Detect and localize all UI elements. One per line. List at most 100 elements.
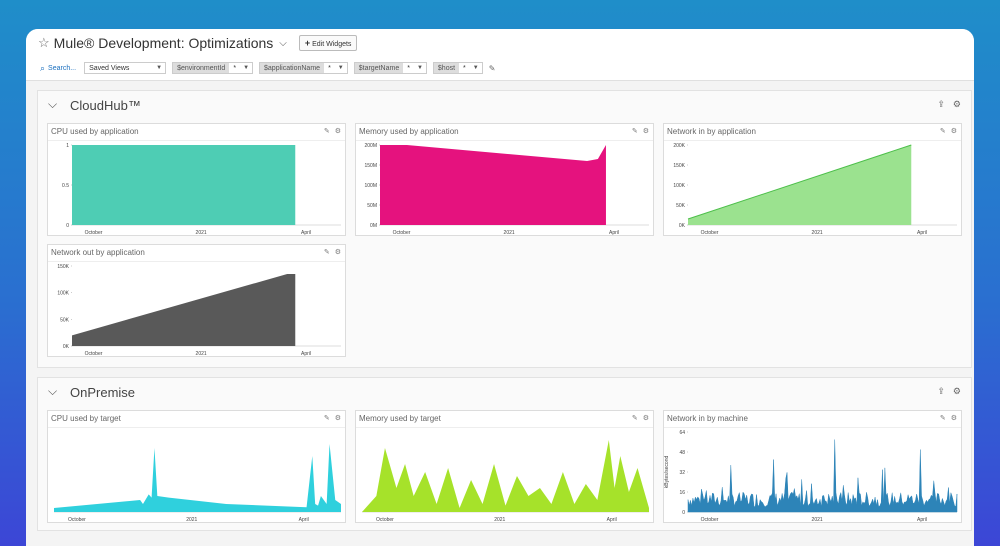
y-tick-label: 50M	[367, 203, 377, 209]
x-tick-label: October	[85, 230, 103, 236]
widget-title: Memory used by application	[359, 127, 459, 136]
x-tick-label: October	[68, 517, 86, 523]
series-area	[687, 439, 958, 513]
y-tick-label: 0	[66, 223, 69, 229]
gear-icon[interactable]: ⚙	[334, 415, 341, 422]
collapse-chevron-icon[interactable]: ⌵	[48, 384, 58, 398]
gear-icon[interactable]: ⚙	[950, 415, 957, 422]
x-tick-label: April	[301, 351, 311, 357]
chart-cpu-target: October 2021 April	[54, 444, 341, 523]
plus-icon: +	[304, 38, 311, 48]
gear-icon[interactable]: ⚙	[334, 128, 341, 135]
y-tick-label: 0K	[63, 344, 70, 350]
y-tick-label: 100M	[364, 183, 377, 189]
y-tick-label: 64	[679, 430, 685, 436]
y-tick-label: 32	[679, 470, 685, 476]
gear-icon[interactable]: ⚙	[952, 386, 961, 396]
dashboard-title: Mule® Development: Optimizations	[53, 35, 274, 51]
title-chevron-down-icon[interactable]: ⌵	[279, 37, 287, 49]
series-area	[362, 440, 649, 512]
gear-icon[interactable]: ⚙	[950, 128, 957, 135]
x-tick-label: April	[609, 230, 619, 236]
series-area	[72, 145, 296, 225]
widget-network-in-machine: Network in by machine ✎ ⚙ 0 16 32 48 64 kBytes/…	[663, 410, 962, 523]
filter-target-name[interactable]: $targetName * ▼	[353, 62, 427, 74]
pencil-icon[interactable]: ✎	[323, 128, 330, 135]
widget-cpu-app: CPU used by application ✎ ⚙ 0 0.5 1 October 20…	[47, 123, 346, 236]
y-tick-label: 150M	[364, 163, 377, 169]
dashboard-header: ☆ Mule® Development: Optimizations ⌵ + Ed…	[26, 29, 974, 81]
y-tick-label: 48	[679, 450, 685, 456]
widget-memory-target: Memory used by target ✎ ⚙ October 2021 April	[355, 410, 654, 523]
x-tick-label: October	[701, 230, 719, 236]
widget-title: Network in by machine	[667, 414, 748, 423]
pencil-icon[interactable]: ✎	[323, 249, 330, 256]
y-tick-label: 100K	[673, 183, 685, 189]
x-tick-label: 2021	[812, 230, 823, 236]
x-tick-label: 2021	[812, 517, 823, 523]
chart-memory-app: 0M 50M 100M 150M 200M October 2021 April	[364, 143, 649, 236]
saved-views-select[interactable]: Saved Views ▼	[84, 62, 167, 74]
edit-widgets-button[interactable]: + Edit Widgets	[298, 35, 358, 51]
x-tick-label: October	[376, 517, 394, 523]
chevron-down-icon: ▼	[337, 65, 344, 71]
group-cloudhub: ⌵ CloudHub™ ⇪ ⚙ CPU used by application ✎ ⚙…	[37, 90, 972, 368]
x-tick-label: April	[917, 230, 927, 236]
y-tick-label: 50K	[60, 317, 70, 323]
pencil-icon[interactable]: ✎	[631, 128, 638, 135]
y-tick-label: 150K	[57, 264, 69, 270]
group-onpremise: ⌵ OnPremise ⇪ ⚙ CPU used by target ✎ ⚙ Octo…	[37, 377, 972, 531]
gear-icon[interactable]: ⚙	[642, 415, 649, 422]
y-tick-label: 0.5	[62, 183, 69, 189]
y-tick-label: 200K	[673, 143, 685, 149]
y-tick-label: 100K	[57, 291, 69, 297]
x-tick-label: April	[299, 517, 309, 523]
y-tick-label: 0K	[679, 223, 686, 229]
pencil-icon[interactable]: ✎	[323, 415, 330, 422]
series-area	[688, 145, 912, 225]
filter-environment-id[interactable]: $environmentId * ▼	[172, 62, 254, 74]
search-button[interactable]: ⌕ Search...	[40, 62, 77, 73]
chart-network-in-app: 0K 50K 100K 150K 200K October 2021 April	[673, 143, 957, 236]
pencil-icon[interactable]: ✎	[939, 128, 946, 135]
group-title: OnPremise	[70, 385, 136, 400]
x-tick-label: 2021	[196, 230, 207, 236]
y-tick-label: 16	[679, 490, 685, 496]
pencil-icon[interactable]: ✎	[939, 415, 946, 422]
x-tick-label: April	[301, 230, 311, 236]
filter-host[interactable]: $host * ▼	[432, 62, 483, 74]
chevron-down-icon: ▼	[472, 65, 479, 71]
chart-network-out-app: 0K 50K 100K 150K October 2021 April	[57, 264, 341, 357]
dashboard-window: ☆ Mule® Development: Optimizations ⌵ + Ed…	[26, 29, 974, 546]
gear-icon[interactable]: ⚙	[642, 128, 649, 135]
series-area	[72, 274, 296, 346]
group-title: CloudHub™	[70, 98, 141, 113]
search-icon: ⌕	[40, 62, 46, 73]
collapse-chevron-icon[interactable]: ⌵	[48, 97, 58, 111]
edit-variables-pencil-icon[interactable]: ✎	[488, 63, 496, 73]
chart-network-in-machine: 0 16 32 48 64 kBytes/second October 2021 April	[664, 430, 958, 523]
y-tick-label: 0M	[370, 223, 377, 229]
share-icon[interactable]: ⇪	[937, 99, 945, 109]
pencil-icon[interactable]: ✎	[631, 415, 638, 422]
x-tick-label: 2021	[186, 517, 197, 523]
y-tick-label: 200M	[364, 143, 377, 149]
x-tick-label: 2021	[504, 230, 515, 236]
widget-title: CPU used by application	[51, 127, 139, 136]
x-tick-label: October	[85, 351, 103, 357]
x-tick-label: October	[701, 517, 719, 523]
widget-network-out-app: Network out by application ✎ ⚙ 0K 50K 100K 15…	[47, 244, 346, 357]
x-tick-label: 2021	[494, 517, 505, 523]
x-tick-label: April	[607, 517, 617, 523]
widget-title: Network out by application	[51, 248, 145, 257]
y-tick-label: 50K	[676, 203, 686, 209]
filter-application-name[interactable]: $applicationName * ▼	[259, 62, 348, 74]
gear-icon[interactable]: ⚙	[334, 249, 341, 256]
share-icon[interactable]: ⇪	[937, 386, 945, 396]
gear-icon[interactable]: ⚙	[952, 99, 961, 109]
widget-title: Memory used by target	[359, 414, 441, 423]
series-line	[687, 144, 912, 220]
chart-memory-target: October 2021 April	[362, 440, 649, 523]
chevron-down-icon: ▼	[416, 65, 423, 71]
favorite-star-icon[interactable]: ☆	[38, 35, 50, 50]
